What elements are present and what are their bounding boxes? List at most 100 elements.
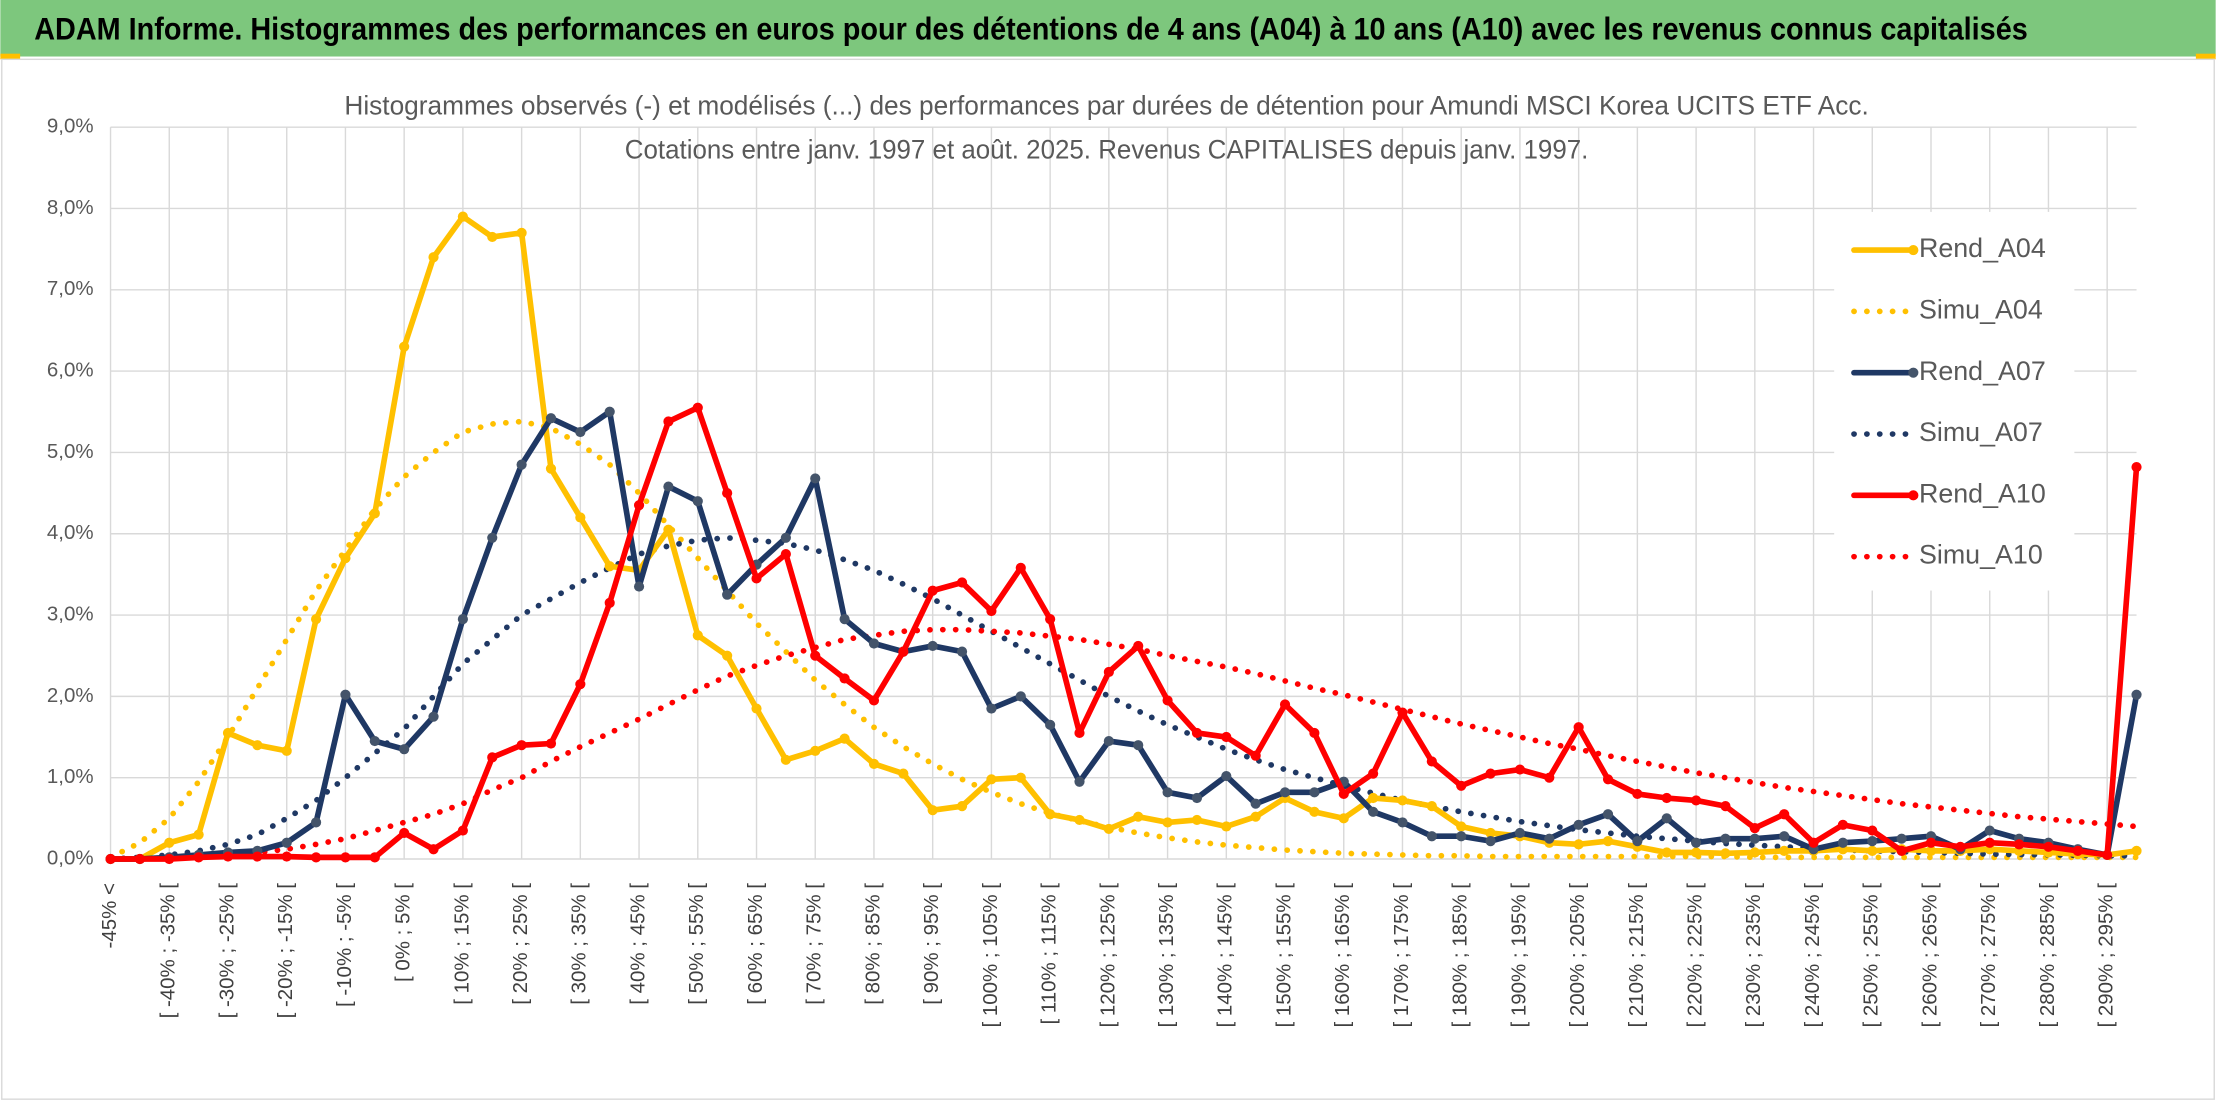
data-point	[457, 614, 468, 625]
data-point	[1485, 827, 1496, 839]
y-tick-label: 9,0%	[47, 115, 94, 138]
data-point	[1133, 811, 1144, 822]
data-point	[2102, 849, 2113, 861]
data-point	[1309, 806, 1320, 817]
data-point	[428, 844, 439, 855]
data-point	[1661, 792, 1672, 804]
data-point	[1867, 836, 1878, 847]
data-point	[487, 532, 498, 543]
data-point	[1896, 833, 1907, 844]
data-point	[516, 740, 527, 751]
data-point	[1837, 819, 1848, 830]
data-point	[986, 605, 997, 617]
data-point	[663, 416, 674, 427]
y-tick-label: 5,0%	[47, 440, 94, 463]
data-point	[1309, 787, 1320, 798]
data-point	[1221, 770, 1232, 782]
data-point	[1573, 819, 1584, 830]
x-tick-label: [ -40% ; -35% [	[157, 883, 180, 1019]
data-point	[1867, 825, 1878, 836]
x-tick-label: [ 30% ; 35% [	[568, 883, 591, 1005]
data-point	[1103, 736, 1114, 747]
data-point	[692, 630, 703, 641]
x-tick-label: [ 70% ; 75% [	[803, 883, 826, 1005]
data-point	[692, 402, 703, 413]
data-point	[1426, 756, 1437, 767]
data-point	[1045, 809, 1056, 820]
x-tick-label: [ 130% ; 135% [	[1155, 883, 1178, 1028]
y-tick-label: 3,0%	[47, 602, 94, 625]
corner-mark	[2195, 53, 2216, 60]
legend-marker	[1908, 490, 1919, 501]
data-point	[281, 851, 292, 862]
data-point	[1691, 847, 1702, 858]
legend-marker	[1908, 367, 1919, 378]
data-point	[663, 481, 674, 492]
data-point	[1015, 691, 1026, 702]
y-tick-label: 8,0%	[47, 196, 94, 219]
data-point	[1514, 827, 1526, 839]
data-point	[1074, 727, 1085, 739]
x-tick-label: [ 260% ; 265% [	[1918, 883, 1941, 1028]
data-point	[956, 646, 968, 657]
data-point	[1191, 792, 1203, 804]
data-point	[575, 679, 586, 690]
data-point	[1045, 614, 1056, 625]
legend-label: Rend_A10	[1919, 478, 2046, 508]
data-point	[1279, 787, 1291, 798]
data-point	[1955, 841, 1966, 852]
data-point	[1749, 823, 1760, 834]
header-title: ADAM Informe. Histogrammes des performan…	[34, 11, 2027, 46]
data-point	[751, 573, 762, 584]
data-point	[780, 548, 791, 560]
chart-frame	[1, 58, 2215, 1100]
legend-label: Simu_A07	[1919, 417, 2043, 447]
data-point	[1720, 833, 1731, 844]
legend-box	[1834, 211, 2075, 591]
data-point	[1602, 809, 1614, 820]
data-point	[545, 738, 557, 749]
header-bar	[0, 0, 2216, 57]
data-point	[1691, 837, 1702, 848]
data-point	[868, 758, 880, 769]
data-point	[1456, 780, 1467, 791]
data-point	[1632, 836, 1643, 847]
x-tick-label: [ 60% ; 65% [	[744, 883, 767, 1005]
data-point	[692, 496, 703, 507]
data-point	[927, 805, 938, 816]
observed-line	[107, 404, 2140, 862]
data-point	[2131, 689, 2142, 700]
data-point	[722, 589, 733, 600]
data-point	[1573, 722, 1584, 733]
data-point	[1015, 562, 1026, 573]
x-tick-label: [ 40% ; 45% [	[626, 883, 649, 1005]
x-tick-label: [ 230% ; 235% [	[1742, 883, 1765, 1028]
data-point	[487, 231, 498, 243]
data-point	[1338, 788, 1349, 800]
data-point	[2131, 845, 2142, 856]
x-tick-label: [ 10% ; 15% [	[450, 883, 473, 1005]
data-point	[839, 614, 850, 625]
data-point	[633, 581, 645, 592]
data-point	[1426, 801, 1437, 812]
data-point	[457, 825, 468, 836]
x-tick-label: [ 80% ; 85% [	[861, 883, 884, 1005]
data-point	[956, 801, 968, 812]
data-point	[839, 673, 850, 684]
data-point	[810, 745, 821, 756]
y-tick-label: 7,0%	[47, 277, 94, 300]
data-point	[1485, 836, 1496, 847]
data-point	[1925, 837, 1937, 848]
x-tick-label: [ 120% ; 125% [	[1096, 883, 1119, 1028]
data-point	[663, 524, 674, 535]
data-point	[1456, 821, 1467, 832]
data-point	[868, 638, 880, 649]
data-point	[340, 553, 351, 564]
x-tick-label: [ 250% ; 255% [	[1860, 883, 1883, 1028]
data-point	[1632, 788, 1643, 800]
data-point	[1837, 837, 1848, 848]
data-point	[164, 837, 175, 848]
data-point	[722, 650, 733, 661]
legend-label: Simu_A10	[1919, 540, 2043, 570]
